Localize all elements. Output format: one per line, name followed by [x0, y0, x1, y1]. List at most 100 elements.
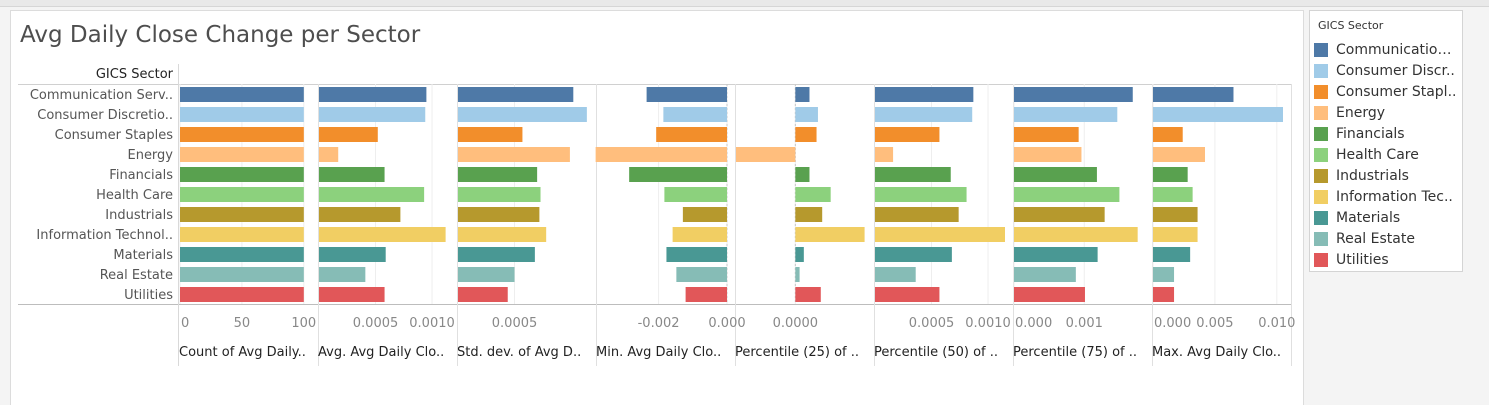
bar[interactable] — [646, 87, 727, 102]
bar[interactable] — [795, 287, 821, 302]
bar[interactable] — [1153, 87, 1234, 102]
bar[interactable] — [666, 247, 727, 262]
bar[interactable] — [795, 207, 823, 222]
bar[interactable] — [319, 167, 385, 182]
bar[interactable] — [1153, 267, 1175, 282]
bar[interactable] — [875, 147, 894, 162]
bar[interactable] — [676, 267, 727, 282]
color-legend[interactable]: GICS Sector Communication .. Consumer Dis… — [1309, 10, 1463, 272]
legend-item[interactable]: Energy — [1314, 104, 1460, 122]
bar[interactable] — [180, 287, 304, 302]
bar[interactable] — [1153, 187, 1193, 202]
bar[interactable] — [736, 147, 796, 162]
bar[interactable] — [319, 127, 378, 142]
bar[interactable] — [458, 247, 535, 262]
bar[interactable] — [180, 167, 304, 182]
bar[interactable] — [319, 227, 446, 242]
legend-item[interactable]: Consumer Stapl.. — [1314, 83, 1460, 101]
bar[interactable] — [795, 187, 831, 202]
bar[interactable] — [875, 107, 973, 122]
bar[interactable] — [1014, 187, 1120, 202]
bar[interactable] — [319, 287, 385, 302]
legend-item[interactable]: Materials — [1314, 209, 1460, 227]
bar[interactable] — [180, 207, 304, 222]
bar[interactable] — [875, 187, 967, 202]
bar[interactable] — [1014, 247, 1098, 262]
bar[interactable] — [1014, 87, 1133, 102]
bar[interactable] — [795, 227, 865, 242]
bar[interactable] — [875, 227, 1005, 242]
bar[interactable] — [458, 207, 540, 222]
bar[interactable] — [875, 167, 951, 182]
bar[interactable] — [1014, 207, 1105, 222]
bar[interactable] — [180, 147, 304, 162]
bar[interactable] — [319, 87, 427, 102]
bar[interactable] — [458, 187, 541, 202]
bar[interactable] — [1153, 247, 1191, 262]
bar[interactable] — [319, 107, 426, 122]
legend-item[interactable]: Industrials — [1314, 167, 1460, 185]
bar[interactable] — [595, 147, 727, 162]
bar[interactable] — [180, 87, 304, 102]
bar[interactable] — [458, 287, 508, 302]
bar[interactable] — [1014, 287, 1085, 302]
bar[interactable] — [458, 167, 538, 182]
bar[interactable] — [180, 247, 304, 262]
legend-item[interactable]: Information Tec.. — [1314, 188, 1460, 206]
bar[interactable] — [458, 107, 587, 122]
bar[interactable] — [682, 207, 727, 222]
bar[interactable] — [663, 107, 727, 122]
bar[interactable] — [180, 187, 304, 202]
bar[interactable] — [458, 227, 547, 242]
bar[interactable] — [458, 267, 515, 282]
bar[interactable] — [672, 227, 727, 242]
bar[interactable] — [180, 227, 304, 242]
bar[interactable] — [875, 247, 952, 262]
bar[interactable] — [795, 107, 818, 122]
bar[interactable] — [1014, 167, 1097, 182]
bar[interactable] — [1014, 267, 1076, 282]
bar[interactable] — [458, 87, 574, 102]
bar[interactable] — [795, 127, 817, 142]
bar[interactable] — [1153, 227, 1198, 242]
bar[interactable] — [629, 167, 727, 182]
bar[interactable] — [458, 147, 570, 162]
bar[interactable] — [458, 127, 523, 142]
bar[interactable] — [795, 167, 810, 182]
bar[interactable] — [875, 87, 974, 102]
bar[interactable] — [319, 267, 366, 282]
legend-item[interactable]: Communication .. — [1314, 41, 1460, 59]
bar[interactable] — [656, 127, 727, 142]
bar[interactable] — [1153, 107, 1283, 122]
bar[interactable] — [1153, 207, 1198, 222]
bar[interactable] — [319, 147, 339, 162]
bar[interactable] — [875, 287, 940, 302]
bar[interactable] — [319, 187, 425, 202]
bar[interactable] — [875, 127, 940, 142]
legend-item[interactable]: Health Care — [1314, 146, 1460, 164]
bar[interactable] — [319, 247, 386, 262]
legend-item[interactable]: Consumer Discr.. — [1314, 62, 1460, 80]
bar[interactable] — [180, 107, 304, 122]
bar[interactable] — [1153, 287, 1175, 302]
bar[interactable] — [1153, 167, 1188, 182]
bar[interactable] — [319, 207, 401, 222]
bar[interactable] — [1014, 127, 1079, 142]
bar[interactable] — [180, 127, 304, 142]
bar[interactable] — [180, 267, 304, 282]
bar[interactable] — [875, 207, 959, 222]
bar[interactable] — [664, 187, 727, 202]
bar[interactable] — [795, 267, 800, 282]
bar[interactable] — [1014, 147, 1082, 162]
bar[interactable] — [1014, 227, 1138, 242]
legend-item[interactable]: Utilities — [1314, 251, 1460, 269]
bar[interactable] — [1153, 147, 1205, 162]
bar[interactable] — [685, 287, 727, 302]
legend-item[interactable]: Financials — [1314, 125, 1460, 143]
bar[interactable] — [795, 87, 810, 102]
legend-item[interactable]: Real Estate — [1314, 230, 1460, 248]
bar[interactable] — [1014, 107, 1118, 122]
bar[interactable] — [795, 247, 804, 262]
bar[interactable] — [875, 267, 916, 282]
bar[interactable] — [1153, 127, 1183, 142]
